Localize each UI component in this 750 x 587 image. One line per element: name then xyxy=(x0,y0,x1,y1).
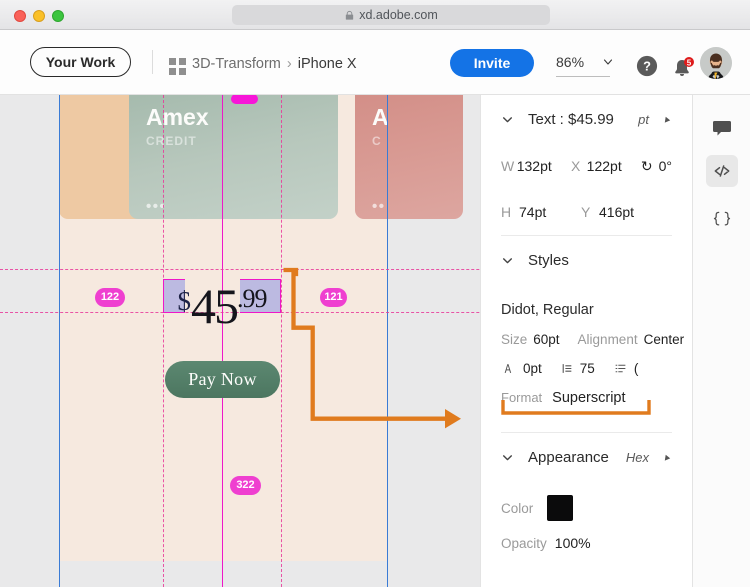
svg-text:5: 5 xyxy=(687,59,692,68)
svg-text:?: ? xyxy=(643,59,651,74)
